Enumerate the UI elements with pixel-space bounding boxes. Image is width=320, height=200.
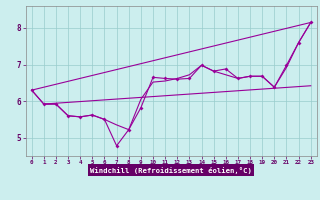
X-axis label: Windchill (Refroidissement éolien,°C): Windchill (Refroidissement éolien,°C) [90,167,252,174]
